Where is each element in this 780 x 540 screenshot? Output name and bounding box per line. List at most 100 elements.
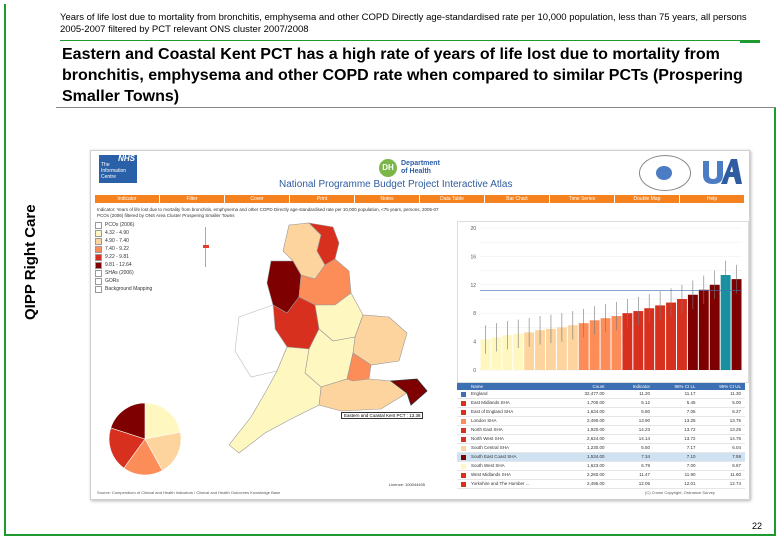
map-region-south-west[interactable] xyxy=(228,346,322,454)
bar[interactable] xyxy=(611,316,622,370)
table-cell-ind: 11.47 xyxy=(639,472,650,477)
table-header-cell[interactable]: 95% CI UL xyxy=(719,384,741,389)
legend-row[interactable]: 7.40 - 9.22 xyxy=(95,245,197,253)
table-cell-ul: 11.30 xyxy=(730,391,741,396)
bar[interactable] xyxy=(502,335,513,370)
table-row[interactable]: South Central SHA 1,230.00 5.50 7.17 6.04 xyxy=(457,444,745,453)
menu-item-indicator[interactable]: Indicator xyxy=(95,195,160,203)
menu-item-filter[interactable]: Filter xyxy=(160,195,225,203)
bar[interactable] xyxy=(491,337,502,370)
table-row[interactable]: East of England SHA 1,634.00 6.80 7.05 6.27 xyxy=(457,408,745,417)
bar[interactable] xyxy=(731,279,742,370)
data-table: Name Count Indicator 95% CI LL 95% CI UL Eng… xyxy=(457,383,745,489)
map-region-eastern-coastal-kent[interactable] xyxy=(389,378,428,406)
legend-row[interactable]: SHAs (2006) xyxy=(95,269,197,277)
legend-row[interactable]: Background Mapping xyxy=(95,285,197,293)
menu-item-print[interactable]: Print xyxy=(290,195,355,203)
bar[interactable] xyxy=(480,339,491,370)
nhs-logo-subtext: The Information Centre xyxy=(101,162,127,180)
table-row[interactable]: West Midlands SHA 2,260.00 11.47 11.90 11.60 xyxy=(457,471,745,480)
bar[interactable] xyxy=(698,289,709,370)
pie-slice[interactable] xyxy=(144,431,182,471)
bar[interactable] xyxy=(524,332,535,370)
bar[interactable] xyxy=(622,313,633,370)
legend-label: 9.81 - 12.64 xyxy=(105,262,132,268)
table-header-cell[interactable]: 95% CI LL xyxy=(674,384,696,389)
table-cell-ul: 6.27 xyxy=(732,409,741,414)
menu-item-cover[interactable]: Cover xyxy=(225,195,290,203)
bar[interactable] xyxy=(600,318,611,370)
table-cell-ll: 13.72 xyxy=(684,427,696,432)
table-row[interactable]: East Midlands SHA 1,700.00 5.12 5.45 5.00 xyxy=(457,399,745,408)
subtitle-rule-accent xyxy=(740,40,760,43)
table-header-cell[interactable]: Name xyxy=(471,384,484,389)
table-cell-count: 1,534.00 xyxy=(586,454,605,459)
table-row[interactable]: England 32,477.00 11.20 11.17 11.30 xyxy=(457,390,745,399)
row-swatch xyxy=(460,409,466,415)
legend-row[interactable]: 4.32 - 4.90 xyxy=(95,229,197,237)
table-row[interactable]: South West SHA 1,623.00 6.79 7.00 6.67 xyxy=(457,462,745,471)
table-header-cell[interactable]: Count xyxy=(592,384,605,389)
table-cell-ul: 14.76 xyxy=(729,436,741,441)
table-cell-ul: 7.59 xyxy=(732,454,741,459)
menu-item-double-map[interactable]: Double Map xyxy=(615,195,680,203)
zoom-slider[interactable] xyxy=(203,227,209,267)
row-swatch-cell xyxy=(457,453,469,461)
bar[interactable] xyxy=(556,327,567,370)
checkbox-icon[interactable] xyxy=(95,221,102,229)
bar[interactable] xyxy=(513,333,524,370)
table-cell-count: 2,490.00 xyxy=(586,418,605,423)
pie-slice[interactable] xyxy=(110,402,146,440)
bar[interactable] xyxy=(578,323,589,370)
legend-row[interactable]: 9.81 - 12.64 xyxy=(95,261,197,269)
bar[interactable] xyxy=(709,284,720,370)
bar[interactable] xyxy=(655,305,666,370)
bar[interactable] xyxy=(589,320,600,370)
legend-row[interactable]: 9.22 - 9.81 xyxy=(95,253,197,261)
table-cell-ind: 5.12 xyxy=(641,400,650,405)
map-region-south-east[interactable] xyxy=(318,378,408,412)
england-map[interactable] xyxy=(221,221,447,479)
legend-row[interactable]: GORs xyxy=(95,277,197,285)
menu-item-help[interactable]: Help xyxy=(680,195,745,203)
seal-globe-icon xyxy=(656,166,672,180)
menu-item-time-series[interactable]: Time Series xyxy=(550,195,615,203)
legend-label: 7.40 - 9.22 xyxy=(105,246,129,252)
table-cell-count: 1,634.00 xyxy=(586,409,605,414)
map-region-east-england[interactable] xyxy=(352,314,408,366)
bar[interactable] xyxy=(633,311,644,370)
bar[interactable] xyxy=(677,299,687,370)
legend-title-row[interactable]: PCOs (2006) xyxy=(95,221,197,229)
table-cell-name: South West SHA xyxy=(471,463,505,468)
bar[interactable] xyxy=(535,330,545,370)
legend-swatch xyxy=(95,253,102,261)
bar[interactable] xyxy=(567,325,578,370)
menu-item-data-table[interactable]: Data Table xyxy=(420,195,485,203)
bar[interactable] xyxy=(720,275,731,370)
table-row[interactable]: London SHA 2,490.00 13.90 13.25 13.75 xyxy=(457,417,745,426)
seal-logo xyxy=(639,155,691,191)
bar[interactable] xyxy=(644,308,655,370)
row-swatch xyxy=(460,472,466,478)
table-row[interactable]: North East SHA 1,920.00 14.23 13.72 13.25 xyxy=(457,426,745,435)
legend-label: GORs xyxy=(105,278,119,284)
table-row[interactable]: South East Coast SHA 1,534.00 7.34 7.10 7.59 xyxy=(457,453,745,462)
row-swatch xyxy=(460,400,466,406)
pie-slice[interactable] xyxy=(144,402,181,440)
pie-slice[interactable] xyxy=(123,438,163,476)
legend-swatch xyxy=(95,245,102,253)
table-header-cell[interactable]: Indicator xyxy=(632,384,650,389)
row-swatch xyxy=(460,436,466,442)
menu-item-notes[interactable]: Notes xyxy=(355,195,420,203)
pie-slice[interactable] xyxy=(108,427,146,469)
slide-frame-bottom xyxy=(4,534,776,536)
table-row[interactable]: North West SHA 2,624.00 14.14 13.72 14.76 xyxy=(457,435,745,444)
bar[interactable] xyxy=(546,328,556,370)
bar[interactable] xyxy=(666,302,676,370)
bar[interactable] xyxy=(687,294,698,370)
zoom-slider-knob[interactable] xyxy=(203,245,209,248)
table-row[interactable]: Yorkshire and The Humber ... 2,495.00 12.0… xyxy=(457,480,745,489)
slide-headline: Eastern and Coastal Kent PCT has a high … xyxy=(62,46,743,105)
menu-item-bar-chart[interactable]: Bar Chart xyxy=(485,195,550,203)
legend-row[interactable]: 4.90 - 7.40 xyxy=(95,237,197,245)
